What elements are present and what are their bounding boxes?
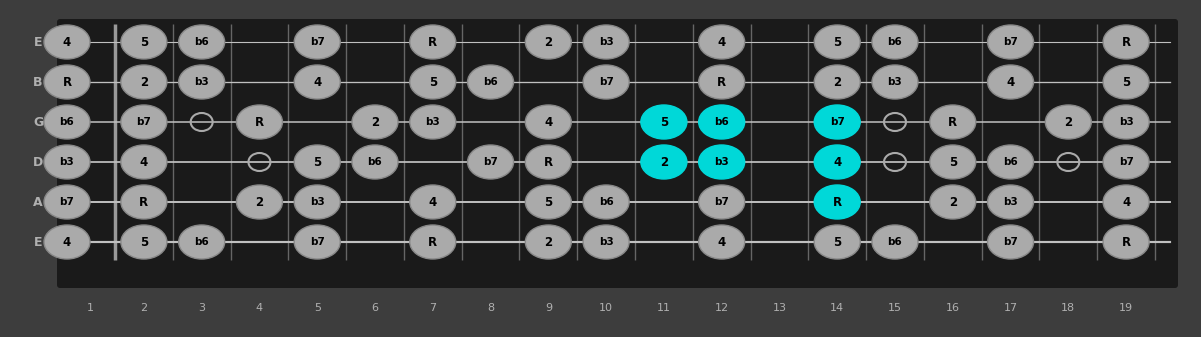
Ellipse shape <box>699 25 745 59</box>
Ellipse shape <box>584 65 629 99</box>
Text: 5: 5 <box>1122 75 1130 89</box>
Text: 15: 15 <box>888 303 902 313</box>
Ellipse shape <box>410 225 455 259</box>
Text: 5: 5 <box>659 116 668 128</box>
Ellipse shape <box>525 105 572 139</box>
Text: b7: b7 <box>598 77 614 87</box>
Text: 2: 2 <box>371 116 380 128</box>
Text: 16: 16 <box>945 303 960 313</box>
Text: b7: b7 <box>60 197 74 207</box>
Text: 11: 11 <box>657 303 671 313</box>
Ellipse shape <box>987 65 1034 99</box>
Ellipse shape <box>987 225 1034 259</box>
Text: 4: 4 <box>833 155 842 168</box>
Ellipse shape <box>814 145 860 179</box>
Text: 1: 1 <box>86 303 94 313</box>
Ellipse shape <box>410 105 455 139</box>
Text: 2: 2 <box>949 195 957 209</box>
Ellipse shape <box>814 25 860 59</box>
Text: 6: 6 <box>371 303 378 313</box>
Text: b6: b6 <box>483 77 498 87</box>
Ellipse shape <box>410 65 455 99</box>
Text: 2: 2 <box>544 35 552 49</box>
Text: 8: 8 <box>486 303 494 313</box>
Text: 9: 9 <box>545 303 552 313</box>
Text: b3: b3 <box>425 117 440 127</box>
Text: b7: b7 <box>137 117 151 127</box>
Text: 4: 4 <box>62 236 71 248</box>
Text: b3: b3 <box>599 237 614 247</box>
Text: b7: b7 <box>1003 37 1018 47</box>
Ellipse shape <box>179 25 225 59</box>
Text: G: G <box>32 116 43 128</box>
Ellipse shape <box>814 185 860 219</box>
Text: E: E <box>34 236 42 248</box>
Text: b6: b6 <box>715 117 729 127</box>
Ellipse shape <box>44 105 90 139</box>
Ellipse shape <box>237 185 282 219</box>
Text: b3: b3 <box>60 157 74 167</box>
Text: b6: b6 <box>888 37 902 47</box>
Ellipse shape <box>294 65 340 99</box>
Text: b7: b7 <box>715 197 729 207</box>
Ellipse shape <box>121 105 167 139</box>
Ellipse shape <box>872 25 918 59</box>
Text: R: R <box>832 195 842 209</box>
Ellipse shape <box>872 65 918 99</box>
Ellipse shape <box>987 145 1034 179</box>
Text: b6: b6 <box>195 237 209 247</box>
Ellipse shape <box>410 25 455 59</box>
Ellipse shape <box>467 65 514 99</box>
Ellipse shape <box>525 225 572 259</box>
Ellipse shape <box>352 105 398 139</box>
Text: b3: b3 <box>310 197 324 207</box>
Text: 12: 12 <box>715 303 729 313</box>
Text: 5: 5 <box>544 195 552 209</box>
Text: R: R <box>1122 236 1130 248</box>
FancyBboxPatch shape <box>56 19 1178 288</box>
Text: 2: 2 <box>141 303 148 313</box>
Ellipse shape <box>699 105 745 139</box>
Text: 5: 5 <box>833 236 842 248</box>
Text: b3: b3 <box>888 77 902 87</box>
Ellipse shape <box>987 185 1034 219</box>
Text: R: R <box>1122 35 1130 49</box>
Ellipse shape <box>584 25 629 59</box>
Text: R: R <box>717 75 727 89</box>
Text: 10: 10 <box>599 303 614 313</box>
Ellipse shape <box>699 145 745 179</box>
Ellipse shape <box>294 25 340 59</box>
Ellipse shape <box>525 25 572 59</box>
Text: b6: b6 <box>599 197 614 207</box>
Text: A: A <box>34 195 43 209</box>
Text: B: B <box>34 75 43 89</box>
Text: 5: 5 <box>139 236 148 248</box>
Ellipse shape <box>121 25 167 59</box>
Text: b7: b7 <box>830 117 844 127</box>
Text: b3: b3 <box>195 77 209 87</box>
Text: 2: 2 <box>833 75 841 89</box>
Text: 5: 5 <box>139 35 148 49</box>
Text: 4: 4 <box>544 116 552 128</box>
Text: 2: 2 <box>659 155 668 168</box>
Ellipse shape <box>44 225 90 259</box>
Ellipse shape <box>44 25 90 59</box>
Text: b6: b6 <box>368 157 382 167</box>
Ellipse shape <box>294 145 340 179</box>
Ellipse shape <box>930 185 975 219</box>
Ellipse shape <box>699 185 745 219</box>
Ellipse shape <box>121 145 167 179</box>
Ellipse shape <box>1103 185 1149 219</box>
Ellipse shape <box>294 225 340 259</box>
Text: b3: b3 <box>1003 197 1018 207</box>
Text: b6: b6 <box>888 237 902 247</box>
Ellipse shape <box>121 65 167 99</box>
Ellipse shape <box>584 185 629 219</box>
Ellipse shape <box>525 145 572 179</box>
Ellipse shape <box>641 105 687 139</box>
Text: 17: 17 <box>1004 303 1017 313</box>
Text: R: R <box>429 236 437 248</box>
Text: 5: 5 <box>313 303 321 313</box>
Ellipse shape <box>410 185 455 219</box>
